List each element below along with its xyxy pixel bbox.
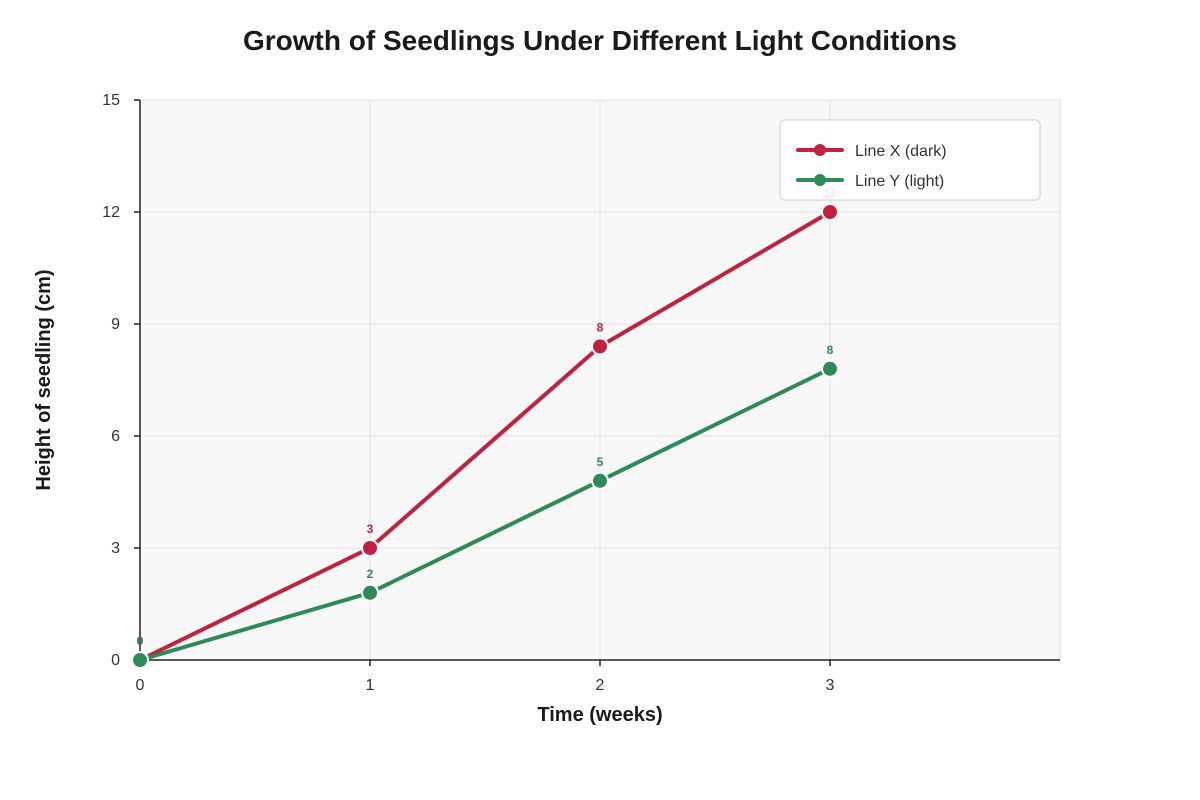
data-label: 0 <box>137 634 144 648</box>
data-point <box>131 651 149 669</box>
data-label: 2 <box>367 567 374 581</box>
data-label: 8 <box>827 343 834 357</box>
data-point <box>591 337 609 356</box>
data-label: 0 <box>137 634 144 648</box>
data-point <box>821 203 839 221</box>
y-axis-title: Height of seedling (cm) <box>33 269 55 490</box>
data-label: 8 <box>597 320 604 334</box>
y-tick-label: 0 <box>111 652 120 669</box>
data-point <box>361 539 379 557</box>
x-tick-label: 1 <box>366 677 375 694</box>
axes <box>134 99 1060 666</box>
data-point <box>591 471 609 490</box>
series-line-1 <box>138 366 832 662</box>
y-tick-label: 15 <box>102 92 120 109</box>
legend-box <box>779 119 1041 201</box>
legend-label: Line Y (light) <box>855 173 944 190</box>
legend-swatch-marker <box>814 174 826 186</box>
series-line-0 <box>138 210 832 662</box>
x-tick-label: 3 <box>826 677 835 694</box>
y-tick-label: 12 <box>102 204 120 221</box>
data-point <box>361 583 379 602</box>
y-tick-label: 3 <box>111 540 120 557</box>
data-label: 5 <box>597 455 604 469</box>
grid-lines <box>140 99 1060 660</box>
y-tick-label: 6 <box>111 428 120 445</box>
y-tick-label: 9 <box>111 316 120 333</box>
x-tick-label: 0 <box>136 677 145 694</box>
x-tick-label: 2 <box>596 677 605 694</box>
legend-label: Line X (dark) <box>855 143 947 160</box>
data-label: 3 <box>367 522 374 536</box>
series-layer <box>131 203 839 669</box>
legend-swatch-marker <box>814 144 826 156</box>
chart-title: Growth of Seedlings Under Different Ligh… <box>243 25 957 56</box>
data-point <box>821 359 839 378</box>
x-axis-title: Time (weeks) <box>537 704 662 726</box>
legend: Line X (dark) Line Y (light) <box>779 119 1041 201</box>
